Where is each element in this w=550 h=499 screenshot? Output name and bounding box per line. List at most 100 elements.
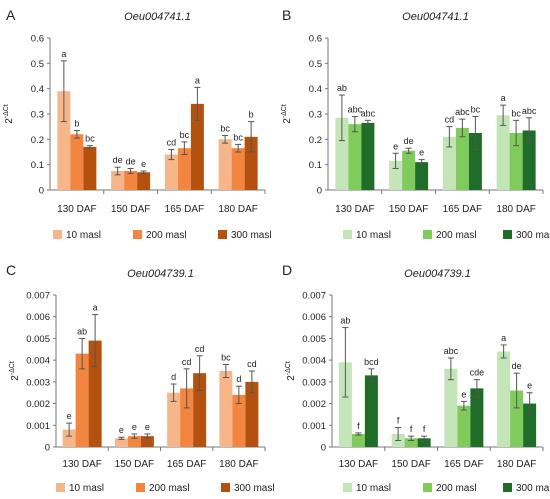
bar [244, 136, 258, 190]
x-tick-label: 130 DAF [62, 459, 101, 470]
y-axis-label: 2-ΔCt [285, 361, 297, 381]
significance-letter: e [393, 141, 398, 151]
bar [364, 375, 378, 447]
significance-letter: bc [233, 132, 243, 142]
bar [338, 362, 352, 447]
bar [140, 436, 154, 447]
significance-letter: d [171, 372, 176, 382]
significance-letter: bc [85, 134, 95, 144]
significance-letter: a [93, 303, 98, 313]
bar [468, 133, 482, 190]
x-tick-label: 130 DAF [339, 459, 378, 470]
chart-title: Oeu004741.1 [124, 11, 191, 23]
significance-letter: de [512, 361, 522, 371]
y-tick-label: 0.5 [309, 59, 322, 70]
significance-letter: e [67, 411, 72, 421]
y-axis-label: 2-ΔCt [9, 361, 21, 381]
chart-title: Oeu004739.1 [127, 268, 194, 280]
y-tick-label: 0.006 [26, 312, 50, 323]
significance-letter: cd [445, 115, 455, 125]
bar [57, 91, 71, 190]
significance-letter: cd [195, 344, 205, 354]
significance-letter: cd [167, 137, 177, 147]
bar [444, 368, 458, 447]
bar [389, 160, 403, 190]
y-tick-label: 0.003 [26, 377, 50, 388]
y-tick-label: 0.007 [302, 291, 326, 302]
legend-swatch [133, 230, 142, 239]
legend: 10 masl 200 masl 300 masl [343, 483, 550, 494]
bar [127, 436, 141, 447]
y-tick-label: 0.1 [31, 160, 44, 171]
significance-letter: a [195, 75, 200, 85]
bar [88, 340, 102, 447]
legend-label: 10 masl [356, 483, 391, 494]
significance-letter: cd [247, 359, 257, 369]
y-tick-label: 0.004 [302, 356, 326, 367]
y-tick-label: 0.3 [309, 110, 322, 121]
chart-title: Oeu004741.1 [402, 11, 469, 23]
x-tick-label: 165 DAF [167, 459, 206, 470]
bar [193, 373, 207, 447]
significance-letter: cde [470, 368, 485, 378]
x-tick-label: 180 DAF [496, 204, 535, 215]
bar [70, 134, 84, 190]
x-tick-label: 130 DAF [335, 204, 374, 215]
legend-label: 200 masl [436, 230, 477, 241]
panel-letter-a: A [6, 7, 16, 23]
bar [417, 438, 431, 447]
x-tick-label: 130 DAF [57, 204, 96, 215]
y-axis-label-exponent: -ΔCt [9, 361, 16, 375]
y-tick-label: 0.002 [26, 399, 50, 410]
bar [180, 388, 194, 447]
significance-letter: e [419, 148, 424, 158]
y-axis-label-base: 2 [4, 118, 15, 124]
bar [83, 146, 97, 190]
bar [232, 394, 246, 447]
bar [402, 150, 416, 190]
bar [510, 390, 524, 447]
significance-letter: abc [348, 105, 363, 115]
significance-letter: abc [522, 106, 537, 116]
legend-label: 200 masl [146, 230, 187, 241]
bar [361, 122, 375, 190]
bar [190, 103, 204, 190]
significance-letter: e [132, 422, 137, 432]
significance-letter: b [74, 118, 79, 128]
legend-label: 300 masl [516, 483, 550, 494]
legend: 10 masl 200 masl 300 masl [53, 230, 272, 241]
y-tick-label: 0.005 [302, 334, 326, 345]
y-axis-label-base: 2 [282, 118, 293, 124]
significance-letter: a [501, 333, 506, 343]
y-tick-label: 0.001 [26, 421, 50, 432]
significance-letter: de [404, 136, 414, 146]
y-tick-label: 0.5 [31, 59, 44, 70]
y-tick-label: 0 [321, 443, 326, 454]
y-tick-label: 0.003 [302, 377, 326, 388]
y-tick-label: 0.2 [309, 135, 322, 146]
bar [245, 381, 259, 447]
y-tick-label: 0.002 [302, 399, 326, 410]
bar [523, 403, 537, 447]
significance-letter: e [527, 381, 532, 391]
legend-swatch [423, 230, 432, 239]
panel-letter-c: C [6, 262, 16, 278]
bar [167, 392, 181, 447]
bar [111, 171, 125, 190]
significance-letter: ab [340, 316, 350, 326]
significance-letter: abc [361, 108, 376, 118]
chart-panel-a: A Oeu004741.12-ΔCt00.10.20.30.40.50.6abbc… [3, 7, 272, 241]
y-tick-label: 0.4 [31, 84, 44, 95]
bar [75, 353, 89, 447]
significance-letter: bcd [364, 357, 379, 367]
y-axis-label: 2-ΔCt [281, 104, 293, 124]
y-axis-label-exponent: -ΔCt [285, 361, 292, 375]
significance-letter: e [119, 425, 124, 435]
chart-title: Oeu004739.1 [404, 268, 471, 280]
significance-letter: a [61, 49, 66, 59]
chart-panel-b: B Oeu004741.12-ΔCt00.10.20.30.40.50.6abab… [281, 7, 550, 241]
legend-swatch [136, 483, 145, 492]
x-tick-label: 180 DAF [497, 459, 536, 470]
significance-letter: bc [180, 130, 190, 140]
